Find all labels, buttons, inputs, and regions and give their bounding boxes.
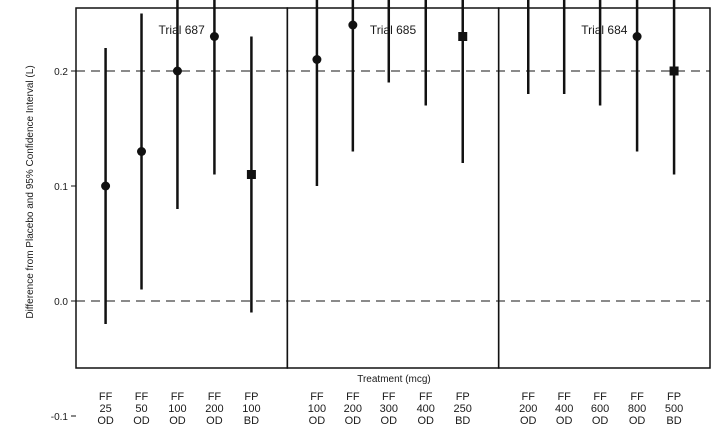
y-tick-label: -0.1: [51, 412, 69, 423]
data-point-circle: [348, 20, 358, 30]
panels: Trial 687 Trial 685 Trial 684: [75, 7, 711, 369]
y-tick-label: 0.2: [54, 67, 68, 78]
x-axis-title: Treatment (mcg): [357, 374, 431, 385]
x-category-label: FF 300 OD: [380, 391, 398, 427]
x-category-label: FF 800 OD: [628, 391, 646, 427]
y-tick-label: 0.1: [54, 182, 68, 193]
x-category-label: FF 100 OD: [308, 391, 326, 427]
x-category-label: FP 250 BD: [454, 391, 472, 427]
data-point-circle: [137, 147, 147, 156]
x-category-label: FF 400 OD: [555, 391, 573, 427]
data-marks: [101, 0, 679, 324]
data-point-square: [458, 32, 468, 41]
data-point-square: [246, 170, 256, 179]
y-axis-title: Difference from Placebo and 95% Confiden…: [25, 65, 36, 318]
x-category-label: FF 400 OD: [417, 391, 435, 427]
panel-title: Trial 685: [370, 23, 417, 37]
x-category-label: FF 50 OD: [133, 391, 150, 427]
reference-lines: [76, 70, 710, 302]
data-point-circle: [312, 55, 322, 64]
x-category-label: FF 100 OD: [168, 391, 186, 427]
x-category-label: FF 200 OD: [344, 391, 362, 427]
x-category-labels: FF 25 OD FF 50 OD FF 100 OD FF 200 OD FP 100 BD FF 100 OD…: [97, 391, 683, 427]
data-point-circle: [172, 66, 182, 76]
panel-title: Trial 684: [581, 23, 628, 37]
y-tick-label: 0.0: [54, 297, 68, 308]
x-category-label: FF 600 OD: [591, 391, 609, 427]
x-category-label: FP 100 BD: [242, 391, 260, 427]
data-point-circle: [632, 32, 642, 41]
x-category-label: FF 25 OD: [97, 391, 114, 427]
x-category-label: FF 200 OD: [205, 391, 223, 427]
x-category-label: FF 200 OD: [519, 391, 537, 427]
data-point-square: [669, 66, 679, 76]
data-point-circle: [209, 32, 219, 41]
panel-title: Trial 687: [159, 23, 206, 37]
panel-frame: [497, 7, 711, 369]
x-category-label: FP 500 BD: [665, 391, 683, 427]
data-point-circle: [101, 181, 111, 191]
y-axis: -0.10.00.10.20.30.40.5: [51, 67, 76, 423]
